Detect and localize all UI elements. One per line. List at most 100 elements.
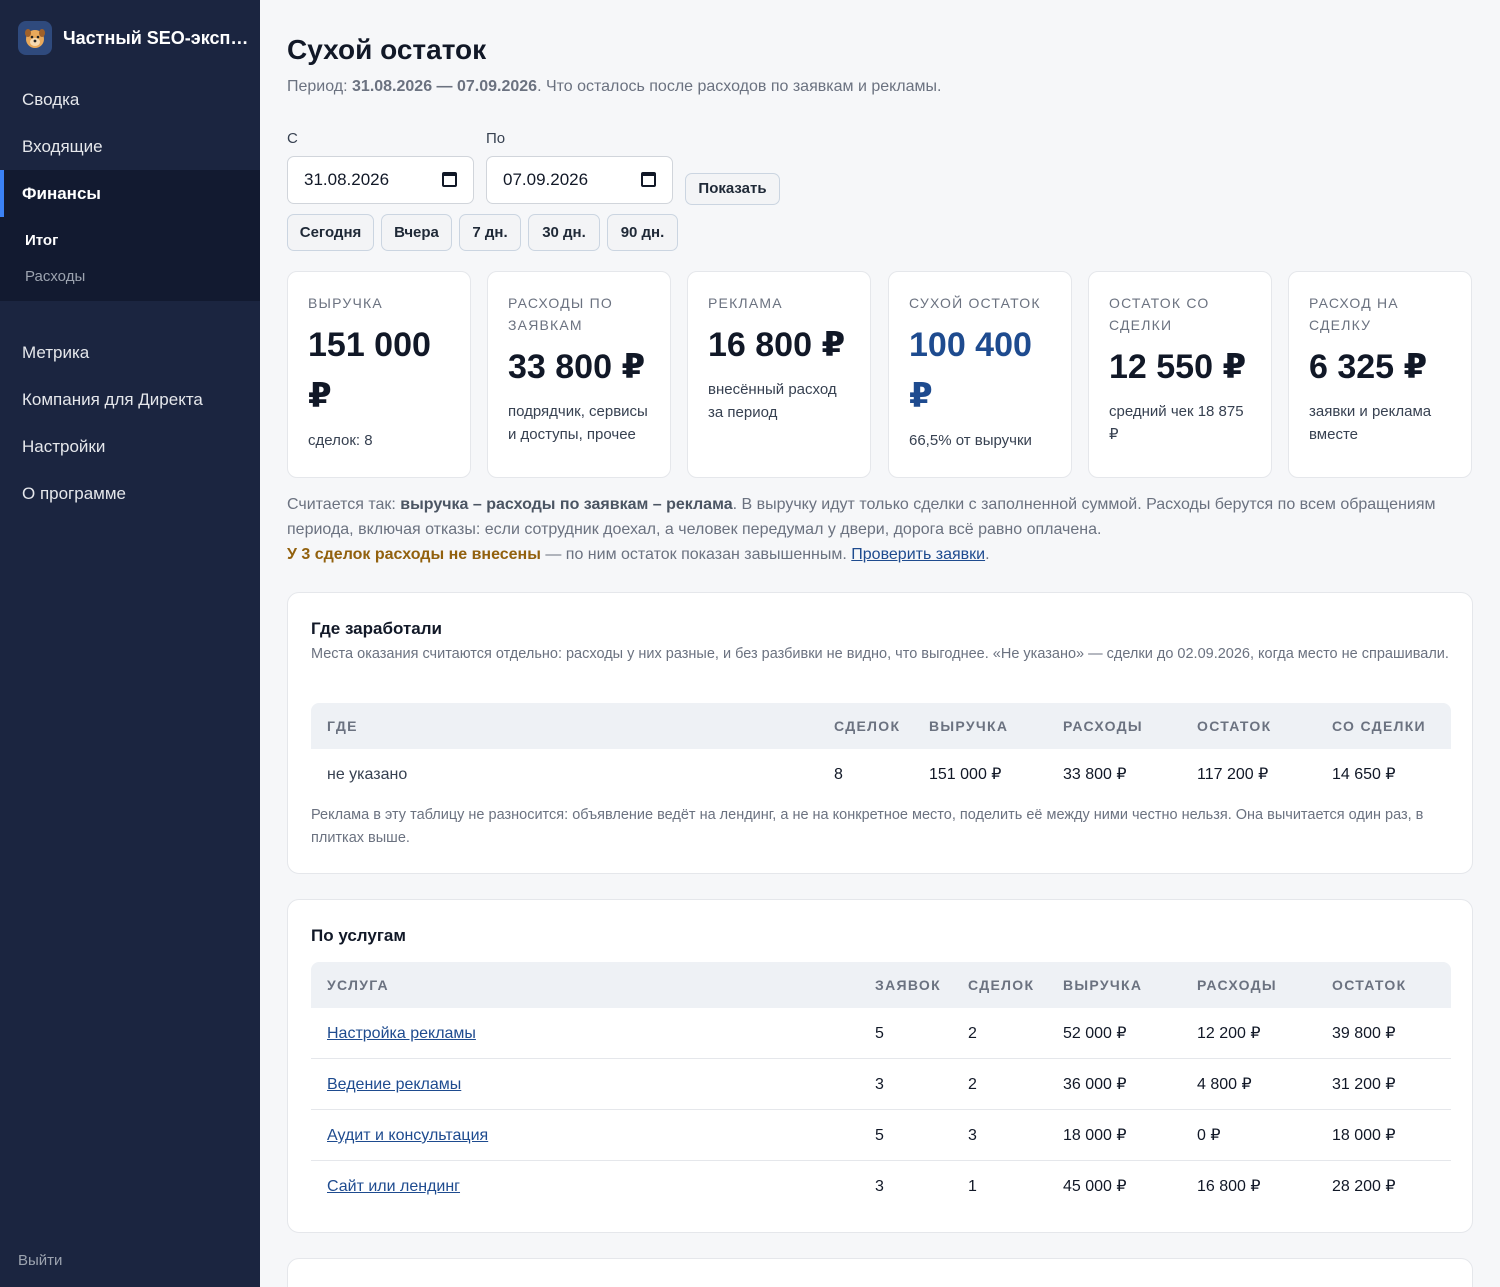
table-row: не указано 8 151 000 ₽ 33 800 ₽ 117 200 … — [311, 749, 1451, 800]
table-header: Где Сделок Выручка Расходы Остаток Со сд… — [311, 703, 1451, 749]
subnav-item-expenses[interactable]: Расходы — [25, 268, 86, 285]
sidebar: Частный SEO-эксперт Сводка Входящие Фина… — [0, 0, 260, 1287]
from-date-value: 31.08.2026 — [304, 170, 390, 189]
col-revenue: Выручка — [929, 718, 1009, 734]
page-title: Сухой остаток — [287, 34, 487, 65]
cell-revenue: 36 000 ₽ — [1063, 1076, 1127, 1093]
missing-expenses-warning: У 3 сделок расходы не внесены — [287, 546, 541, 563]
cell-expenses: 33 800 ₽ — [1063, 766, 1127, 783]
cell-requests: 5 — [875, 1127, 884, 1144]
from-date-input[interactable]: 31.08.2026 — [287, 156, 474, 204]
cell-remainder: 18 000 ₽ — [1332, 1127, 1396, 1144]
service-link[interactable]: Сайт или лендинг — [327, 1178, 461, 1195]
preset-today[interactable]: Сегодня — [287, 214, 374, 251]
logout-link[interactable]: Выйти — [18, 1252, 63, 1269]
show-button[interactable]: Показать — [685, 173, 780, 205]
cell-deals: 3 — [968, 1127, 977, 1144]
service-link[interactable]: Ведение рекламы — [327, 1076, 462, 1093]
kpi-label: Выручка — [308, 295, 383, 311]
col-per-deal: Со сделки — [1332, 718, 1426, 734]
calendar-icon[interactable] — [442, 172, 457, 187]
page-subtitle: Период: 31.08.2026 — 07.09.2026. Что ост… — [287, 78, 941, 96]
cell-revenue: 52 000 ₽ — [1063, 1025, 1127, 1042]
nav-item-metrika[interactable]: Метрика — [22, 343, 90, 362]
preset-30-days[interactable]: 30 дн. — [528, 214, 600, 251]
app-title: Частный SEO-эксперт — [63, 27, 253, 48]
nav-item-finance[interactable]: Финансы — [0, 170, 260, 217]
panel-title: По услугам — [311, 926, 406, 945]
cell-remainder: 28 200 ₽ — [1332, 1178, 1396, 1195]
panel-description: Места оказания считаются отдельно: расхо… — [311, 646, 1449, 662]
kpi-label: Расходы по заявкам — [508, 295, 613, 333]
service-link[interactable]: Аудит и консультация — [327, 1127, 489, 1144]
cell-deals: 2 — [968, 1076, 977, 1093]
cell-expenses: 12 200 ₽ — [1197, 1025, 1261, 1042]
cell-revenue: 45 000 ₽ — [1063, 1178, 1127, 1195]
next-panel — [287, 1258, 1473, 1287]
nav-item-direct-campaign[interactable]: Компания для Директа — [22, 390, 203, 409]
kpi-label: Остаток со сделки — [1109, 295, 1210, 333]
kpi-value: 16 800 ₽ — [708, 326, 846, 364]
cell-remainder: 117 200 ₽ — [1197, 766, 1269, 783]
table-row: Сайт или лендинг 3 1 45 000 ₽ 16 800 ₽ 2… — [311, 1161, 1451, 1212]
kpi-value: 12 550 ₽ — [1109, 348, 1247, 386]
where-table: Где Сделок Выручка Расходы Остаток Со сд… — [311, 703, 1451, 800]
col-expenses: Расходы — [1063, 718, 1143, 734]
kpi-note: средний чек 18 875 ₽ — [1109, 403, 1244, 443]
brand[interactable]: Частный SEO-эксперт — [0, 0, 260, 76]
services-table: Услуга Заявок Сделок Выручка Расходы Ост… — [311, 962, 1451, 1212]
subnav-item-total[interactable]: Итог — [25, 232, 59, 249]
calendar-icon[interactable] — [641, 172, 656, 187]
check-requests-link[interactable]: Проверить заявки — [851, 546, 986, 563]
cell-where: не указано — [327, 766, 408, 783]
nav-item-about[interactable]: О программе — [22, 484, 127, 503]
cell-revenue: 18 000 ₽ — [1063, 1127, 1127, 1144]
kpi-request-expenses: Расходы по заявкам 33 800 ₽ подрядчик, с… — [487, 271, 671, 478]
col-remainder: Остаток — [1197, 718, 1272, 734]
cell-deals: 1 — [968, 1178, 977, 1195]
preset-yesterday[interactable]: Вчера — [381, 214, 452, 251]
explain-formula: выручка – расходы по заявкам – реклама — [400, 496, 733, 513]
table-row: Аудит и консультация 5 3 18 000 ₽ 0 ₽ 18… — [311, 1110, 1451, 1161]
kpi-value: 151 000 ₽ — [308, 326, 431, 415]
subtitle-period: 31.08.2026 — 07.09.2026 — [352, 78, 538, 95]
cell-requests: 3 — [875, 1076, 884, 1093]
finance-subnav: Итог Расходы — [0, 217, 260, 301]
cell-expenses: 16 800 ₽ — [1197, 1178, 1261, 1195]
nav-item-inbox[interactable]: Входящие — [22, 137, 103, 156]
kpi-value: 100 400 ₽ — [909, 326, 1032, 415]
col-where: Где — [327, 718, 358, 734]
kpi-label: Сухой остаток — [909, 295, 1041, 311]
where-earned-panel: Где заработали Места оказания считаются … — [287, 592, 1473, 874]
kpi-label: Реклама — [708, 295, 783, 311]
services-panel: По услугам Услуга Заявок Сделок Выручка … — [287, 899, 1473, 1233]
cell-requests: 3 — [875, 1178, 884, 1195]
cell-per-deal: 14 650 ₽ — [1332, 766, 1396, 783]
to-date-input[interactable]: 07.09.2026 — [486, 156, 673, 204]
cell-revenue: 151 000 ₽ — [929, 766, 1002, 783]
col-deals: Сделок — [968, 977, 1035, 993]
col-revenue: Выручка — [1063, 977, 1143, 993]
ads-footnote: Реклама в эту таблицу не разносится: объ… — [311, 807, 1424, 846]
calculation-explanation: Считается так: выручка – расходы по заяв… — [287, 492, 1473, 567]
nav-item-settings[interactable]: Настройки — [22, 437, 106, 456]
kpi-value: 33 800 ₽ — [508, 348, 646, 386]
table-row: Настройка рекламы 5 2 52 000 ₽ 12 200 ₽ … — [311, 1008, 1451, 1059]
kpi-net-remainder: Сухой остаток 100 400 ₽ 66,5% от выручки — [888, 271, 1072, 478]
explain-dot: . — [985, 546, 990, 563]
brand-logo-icon — [18, 21, 52, 55]
col-service: Услуга — [327, 977, 389, 993]
preset-90-days[interactable]: 90 дн. — [607, 214, 678, 251]
kpi-expense-per-deal: Расход на сделку 6 325 ₽ заявки и реклам… — [1288, 271, 1472, 478]
nav-item-summary[interactable]: Сводка — [22, 90, 80, 109]
service-link[interactable]: Настройка рекламы — [327, 1025, 476, 1042]
cell-remainder: 39 800 ₽ — [1332, 1025, 1396, 1042]
table-row: Ведение рекламы 3 2 36 000 ₽ 4 800 ₽ 31 … — [311, 1059, 1451, 1110]
kpi-remainder-per-deal: Остаток со сделки 12 550 ₽ средний чек 1… — [1088, 271, 1272, 478]
col-remainder: Остаток — [1332, 977, 1407, 993]
kpi-label: Расход на сделку — [1309, 295, 1399, 333]
col-deals: Сделок — [834, 718, 901, 734]
preset-7-days[interactable]: 7 дн. — [459, 214, 521, 251]
col-expenses: Расходы — [1197, 977, 1277, 993]
explain-intro: Считается так: — [287, 496, 401, 513]
